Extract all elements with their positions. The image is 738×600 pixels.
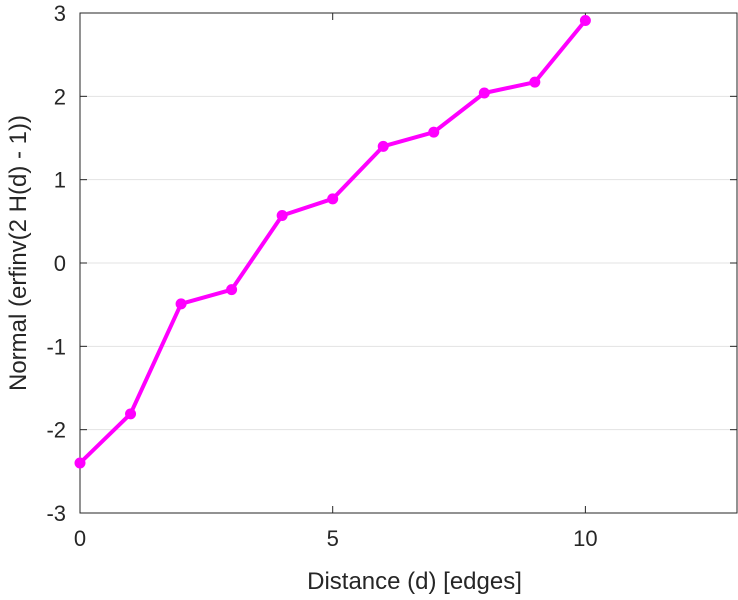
y-tick-label: 1 bbox=[54, 168, 66, 193]
data-point bbox=[125, 408, 137, 420]
x-axis-label: Distance (d) [edges] bbox=[307, 568, 522, 595]
data-point bbox=[377, 140, 389, 152]
data-point bbox=[276, 210, 288, 221]
data-point bbox=[478, 87, 490, 99]
data-point bbox=[579, 15, 591, 26]
data-point bbox=[226, 284, 238, 296]
x-tick-label: 0 bbox=[74, 526, 86, 551]
grid-lines bbox=[80, 95, 737, 431]
series-layer bbox=[74, 15, 591, 469]
series-line bbox=[78, 19, 587, 465]
data-point bbox=[74, 457, 86, 469]
y-tick-label: 0 bbox=[54, 251, 66, 276]
data-point bbox=[327, 193, 339, 205]
y-tick-label: 2 bbox=[54, 84, 66, 109]
data-point bbox=[428, 126, 440, 138]
y-tick-label: 3 bbox=[54, 1, 66, 26]
y-tick-label: -2 bbox=[46, 418, 66, 443]
x-tick-label: 5 bbox=[327, 526, 339, 551]
y-tick-label: -1 bbox=[46, 334, 66, 359]
y-axis-label: Normal (erfinv(2 H(d) - 1)) bbox=[5, 115, 32, 391]
x-tick-label: 10 bbox=[573, 526, 597, 551]
data-point bbox=[175, 298, 187, 310]
y-tick-label: -3 bbox=[46, 501, 66, 526]
data-point bbox=[529, 76, 541, 88]
axis-ticks: -3 -2 -1 0 1 2 3 0 5 10 bbox=[46, 1, 737, 551]
